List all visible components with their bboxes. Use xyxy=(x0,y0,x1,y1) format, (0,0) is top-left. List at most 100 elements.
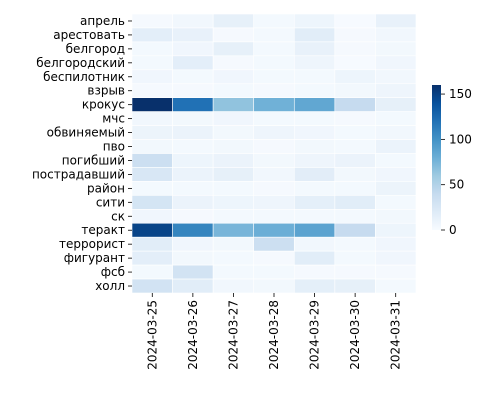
colorbar-tick-label: 150 xyxy=(449,87,472,101)
heatmap-cell-беспилотник-2024-03-29 xyxy=(293,69,336,85)
heatmap-cell-сити-2024-03-30 xyxy=(334,195,376,210)
y-tick-label: фигурант xyxy=(64,251,125,265)
heatmap-cell-сити-2024-03-26 xyxy=(172,195,214,210)
heatmap-cell-белгород-2024-03-30 xyxy=(334,41,376,57)
heatmap-cell-фигурант-2024-03-25 xyxy=(131,250,173,266)
heatmap-cell-теракт-2024-03-31 xyxy=(375,222,417,238)
colorbar-tick-label: 100 xyxy=(449,132,472,146)
y-tick-label: арестовать xyxy=(53,28,125,42)
heatmap-cell-фигурант-2024-03-26 xyxy=(172,250,214,266)
heatmap-cell-террорист-2024-03-30 xyxy=(334,236,376,252)
y-axis: апрельарестоватьбелгородбелгородскийбесп… xyxy=(32,14,132,293)
heatmap-cell-теракт-2024-03-30 xyxy=(334,222,376,238)
y-tick-label: теракт xyxy=(81,223,125,237)
heatmap-cell-район-2024-03-29 xyxy=(293,181,336,196)
y-tick-label: белгородский xyxy=(36,56,125,70)
heatmap-cell-район-2024-03-26 xyxy=(172,181,214,196)
y-tick-label: ск xyxy=(111,209,125,223)
heatmap-cell-беспилотник-2024-03-25 xyxy=(131,69,173,85)
heatmap-cell-пво-2024-03-26 xyxy=(172,139,214,154)
y-tick-label: террорист xyxy=(59,237,125,251)
heatmap-cell-пво-2024-03-28 xyxy=(253,139,295,154)
heatmap-cell-пострадавший-2024-03-31 xyxy=(375,167,417,182)
heatmap-cell-мчс-2024-03-26 xyxy=(172,111,214,126)
heatmap-cell-апрель-2024-03-28 xyxy=(253,13,295,29)
heatmap-cell-террорист-2024-03-28 xyxy=(253,236,295,252)
heatmap-cell-ск-2024-03-26 xyxy=(172,209,214,224)
heatmap-cell-пострадавший-2024-03-29 xyxy=(293,167,336,182)
heatmap-cell-мчс-2024-03-27 xyxy=(212,111,255,126)
heatmap-cell-взрыв-2024-03-30 xyxy=(334,83,376,98)
y-tick-label: пво xyxy=(103,140,125,154)
heatmap-cell-арестовать-2024-03-31 xyxy=(375,27,417,43)
heatmap-cell-крокус-2024-03-26 xyxy=(172,97,214,112)
heatmap-cell-фигурант-2024-03-28 xyxy=(253,250,295,266)
heatmap-cell-арестовать-2024-03-25 xyxy=(131,27,173,43)
heatmap-cell-холл-2024-03-28 xyxy=(253,278,295,294)
heatmap-cell-пво-2024-03-31 xyxy=(375,139,417,154)
heatmap-cell-теракт-2024-03-29 xyxy=(293,222,336,238)
y-tick-label: мчс xyxy=(102,112,125,126)
heatmap-cell-ск-2024-03-30 xyxy=(334,209,376,224)
heatmap-cell-ск-2024-03-29 xyxy=(293,209,336,224)
heatmap-cell-террорист-2024-03-31 xyxy=(375,236,417,252)
heatmap-cell-апрель-2024-03-31 xyxy=(375,13,417,29)
y-tick-label: апрель xyxy=(80,14,125,28)
x-tick-label: 2024-03-27 xyxy=(226,300,240,370)
heatmap-cell-район-2024-03-31 xyxy=(375,181,417,196)
heatmap-cell-апрель-2024-03-26 xyxy=(172,13,214,29)
heatmap-cells xyxy=(131,13,417,294)
colorbar-gradient xyxy=(432,85,441,230)
heatmap-cell-террорист-2024-03-26 xyxy=(172,236,214,252)
heatmap-cell-белгород-2024-03-31 xyxy=(375,41,417,57)
heatmap-cell-белгород-2024-03-26 xyxy=(172,41,214,57)
heatmap-cell-белгород-2024-03-29 xyxy=(293,41,336,57)
heatmap-cell-террорист-2024-03-27 xyxy=(212,236,255,252)
heatmap-cell-беспилотник-2024-03-30 xyxy=(334,69,376,85)
colorbar: 0 50 100 150 xyxy=(432,85,472,237)
heatmap-cell-взрыв-2024-03-28 xyxy=(253,83,295,98)
heatmap-cell-крокус-2024-03-29 xyxy=(293,97,336,112)
heatmap-cell-погибший-2024-03-25 xyxy=(131,153,173,168)
heatmap-cell-погибший-2024-03-29 xyxy=(293,153,336,168)
x-tick-label: 2024-03-31 xyxy=(389,300,403,370)
heatmap-cell-погибший-2024-03-30 xyxy=(334,153,376,168)
heatmap-cell-пво-2024-03-27 xyxy=(212,139,255,154)
heatmap-cell-арестовать-2024-03-30 xyxy=(334,27,376,43)
heatmap-cell-беспилотник-2024-03-31 xyxy=(375,69,417,85)
heatmap-cell-сити-2024-03-29 xyxy=(293,195,336,210)
heatmap-cell-сити-2024-03-28 xyxy=(253,195,295,210)
heatmap-cell-пво-2024-03-30 xyxy=(334,139,376,154)
heatmap-cell-крокус-2024-03-28 xyxy=(253,97,295,112)
heatmap-cell-обвиняемый-2024-03-27 xyxy=(212,125,255,140)
y-tick-label: холл xyxy=(95,279,125,293)
y-tick-label: погибший xyxy=(62,153,125,167)
x-tick-label: 2024-03-28 xyxy=(267,300,281,370)
heatmap-cell-апрель-2024-03-29 xyxy=(293,13,336,29)
heatmap-cell-погибший-2024-03-27 xyxy=(212,153,255,168)
heatmap-cell-район-2024-03-27 xyxy=(212,181,255,196)
heatmap-cell-крокус-2024-03-25 xyxy=(131,97,173,112)
heatmap-cell-холл-2024-03-29 xyxy=(293,278,336,294)
heatmap-cell-фигурант-2024-03-31 xyxy=(375,250,417,266)
heatmap-cell-фсб-2024-03-28 xyxy=(253,264,295,280)
heatmap-cell-белгородский-2024-03-27 xyxy=(212,55,255,71)
heatmap-cell-ск-2024-03-27 xyxy=(212,209,255,224)
heatmap-cell-белгородский-2024-03-30 xyxy=(334,55,376,71)
heatmap-cell-взрыв-2024-03-27 xyxy=(212,83,255,98)
heatmap-cell-сити-2024-03-25 xyxy=(131,195,173,210)
heatmap-cell-беспилотник-2024-03-27 xyxy=(212,69,255,85)
heatmap-cell-белгородский-2024-03-31 xyxy=(375,55,417,71)
heatmap-cell-ск-2024-03-31 xyxy=(375,209,417,224)
heatmap-cell-фсб-2024-03-29 xyxy=(293,264,336,280)
heatmap-cell-сити-2024-03-31 xyxy=(375,195,417,210)
heatmap-cell-обвиняемый-2024-03-25 xyxy=(131,125,173,140)
heatmap-cell-пострадавший-2024-03-27 xyxy=(212,167,255,182)
heatmap-cell-теракт-2024-03-28 xyxy=(253,222,295,238)
x-tick-label: 2024-03-29 xyxy=(308,300,322,370)
heatmap-cell-беспилотник-2024-03-26 xyxy=(172,69,214,85)
heatmap-cell-пво-2024-03-29 xyxy=(293,139,336,154)
heatmap-cell-взрыв-2024-03-25 xyxy=(131,83,173,98)
heatmap-cell-апрель-2024-03-25 xyxy=(131,13,173,29)
